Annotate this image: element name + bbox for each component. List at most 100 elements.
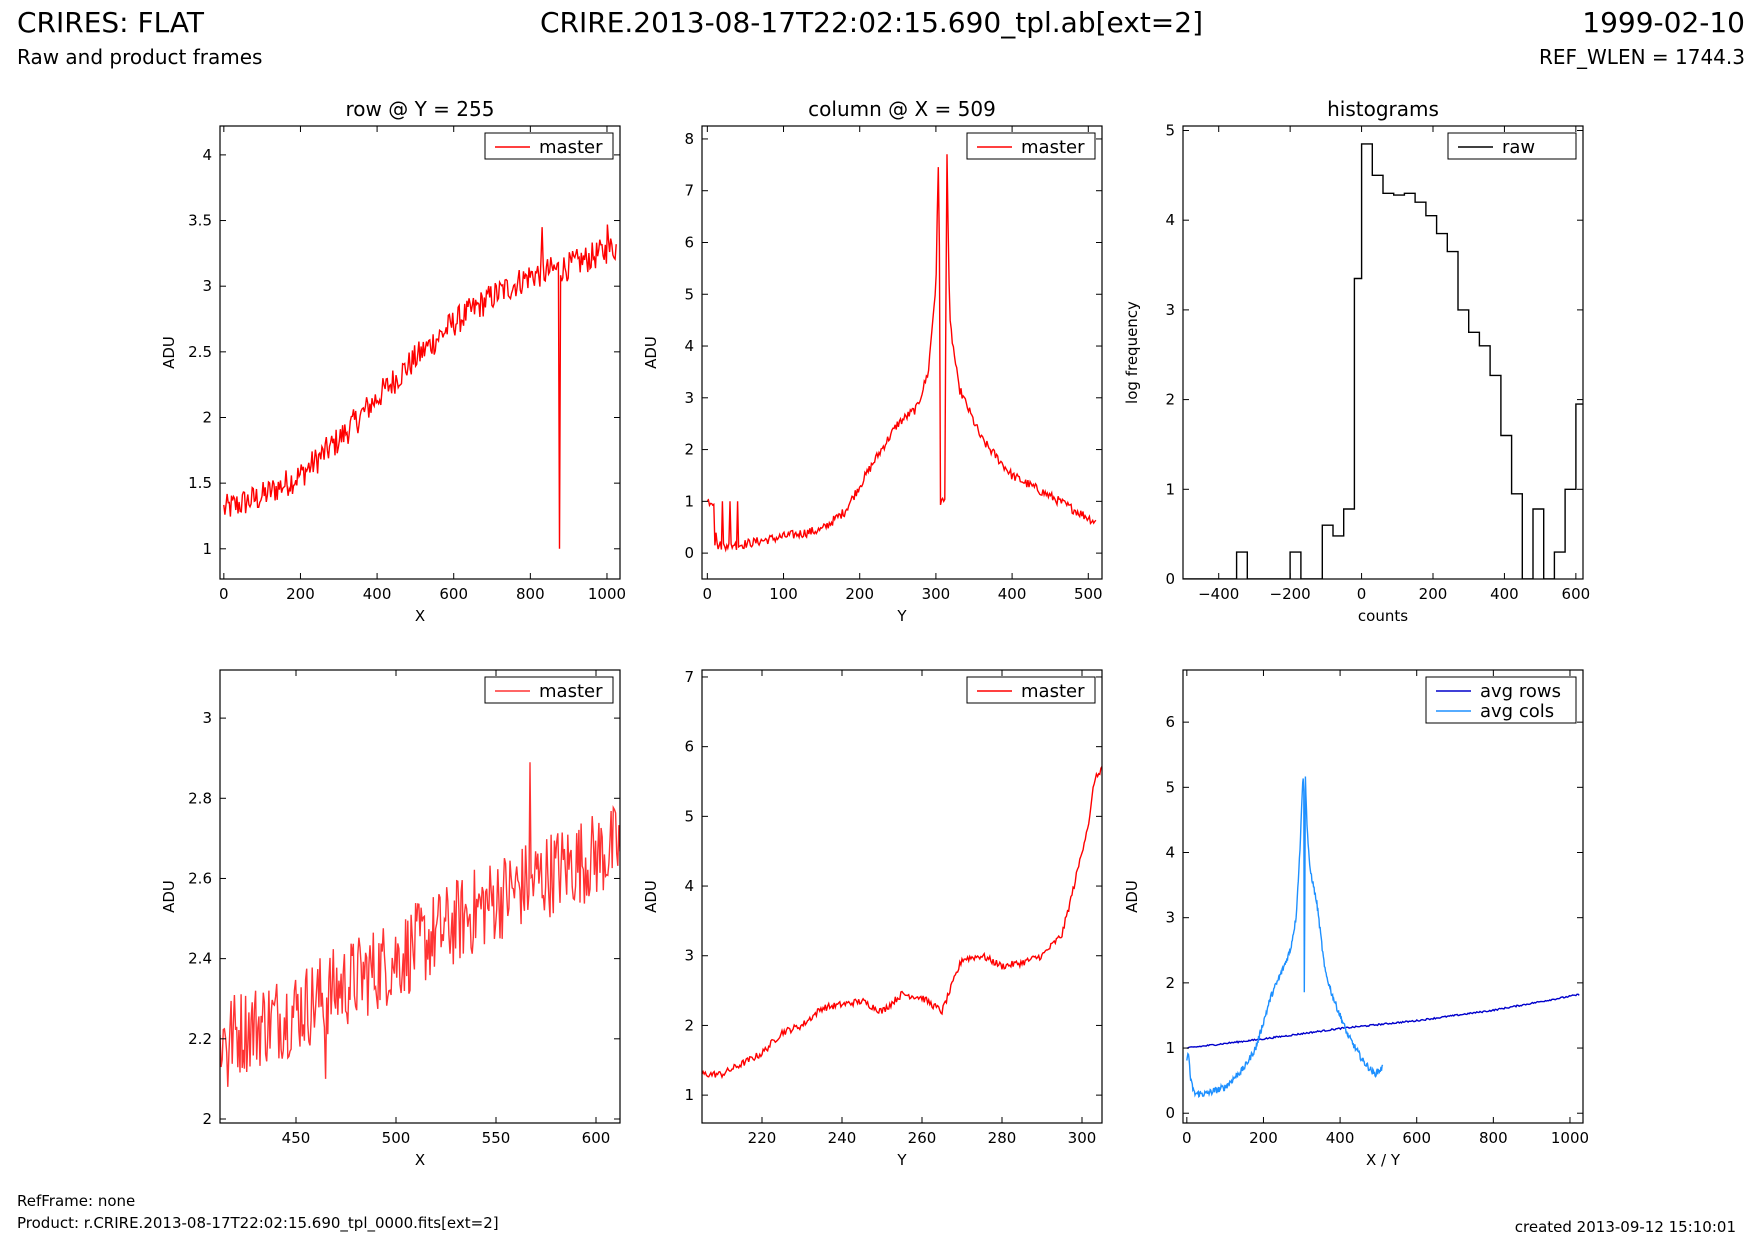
x-axis-label: X [415, 1151, 425, 1169]
y-tick-label: 1 [202, 540, 212, 558]
chart-title: histograms [1327, 97, 1439, 121]
product-label: Product: r.CRIRE.2013-08-17T22:02:15.690… [17, 1214, 499, 1232]
y-tick-label: 8 [684, 130, 694, 148]
y-tick-label: 2.2 [188, 1030, 212, 1048]
y-tick-label: 3 [684, 389, 694, 407]
file-name: CRIRE.2013-08-17T22:02:15.690_tpl.ab[ext… [540, 6, 1204, 39]
y-tick-label: 5 [684, 285, 694, 303]
x-axis-label: X [415, 607, 425, 625]
legend-box [966, 676, 1096, 704]
created-timestamp: created 2013-09-12 15:10:01 [1514, 1218, 1736, 1236]
x-tick-label: 550 [482, 1129, 511, 1147]
series-group [1186, 776, 1580, 1098]
series-group [702, 766, 1102, 1080]
x-tick-label: −200 [1270, 585, 1311, 603]
chart-panel-4: 450 500 550 600 2 2.2 2.4 2.6 2.8 3 X ADU master [160, 669, 621, 1169]
plot-frame [701, 669, 1103, 1124]
y-tick-label: 2 [202, 1110, 212, 1128]
y-tick-label: 2.5 [188, 343, 212, 361]
y-axis-label: ADU [160, 880, 178, 913]
x-tick-label: 0 [1182, 1129, 1192, 1147]
x-tick-label: 280 [988, 1129, 1017, 1147]
y-axis-label: ADU [642, 880, 660, 913]
series-group [1183, 143, 1583, 579]
y-tick-label: 2 [684, 441, 694, 459]
x-tick-label: −400 [1198, 585, 1239, 603]
x-tick-label: 200 [1249, 1129, 1278, 1147]
x-tick-label: 240 [828, 1129, 857, 1147]
chart-panel-2: 0 100 200 300 400 500 0 1 2 3 4 5 6 7 8 Y ADU column @ X … [642, 97, 1103, 625]
y-tick-label: 3 [202, 709, 212, 727]
legend-label: master [539, 137, 603, 158]
y-tick-label: 4 [1165, 211, 1175, 229]
y-tick-label: 3 [202, 277, 212, 295]
x-tick-label: 500 [1074, 585, 1103, 603]
x-tick-label: 600 [439, 585, 468, 603]
series-line-master [223, 224, 617, 549]
y-tick-label: 0 [1165, 570, 1175, 588]
y-tick-label: 4 [684, 337, 694, 355]
legend-box [484, 676, 614, 704]
x-axis-label: Y [896, 1151, 907, 1169]
y-tick-label: 1 [1165, 480, 1175, 498]
x-axis-label: counts [1358, 607, 1408, 625]
observation-date: 1999-02-10 [1582, 6, 1745, 39]
x-tick-label: 800 [1479, 1129, 1508, 1147]
x-tick-label: 260 [908, 1129, 937, 1147]
page-subtitle: Raw and product frames [17, 45, 263, 69]
ref-frame-label: RefFrame: none [17, 1192, 136, 1210]
y-axis-label: log frequency [1123, 301, 1141, 404]
y-tick-label: 1 [684, 1086, 694, 1104]
y-tick-label: 4 [684, 877, 694, 895]
y-tick-label: 1.5 [188, 474, 212, 492]
y-tick-label: 0 [1165, 1104, 1175, 1122]
plot-frame [701, 125, 1103, 580]
y-tick-label: 5 [1165, 778, 1175, 796]
chart-panel-1: 0 200 400 600 800 1000 1 1.5 2 2.5 3 3.5 4 X ADU row @ … [160, 97, 626, 625]
y-tick-label: 4 [202, 146, 212, 164]
series-line-avg-cols [1186, 776, 1384, 1098]
y-tick-label: 6 [684, 233, 694, 251]
series-group [706, 154, 1097, 553]
legend-label: raw [1502, 137, 1535, 158]
x-tick-label: 1000 [1551, 1129, 1589, 1147]
y-tick-label: 1 [1165, 1039, 1175, 1057]
y-tick-label: 6 [1165, 713, 1175, 731]
y-tick-label: 2 [1165, 974, 1175, 992]
legend-box [484, 132, 614, 160]
y-tick-label: 0 [684, 544, 694, 562]
chart-panel-3: −400 −200 0 200 400 600 0 1 2 3 4 5 counts log freque… [1123, 97, 1590, 625]
legend-label: master [1021, 681, 1085, 702]
x-tick-label: 600 [1562, 585, 1591, 603]
legend-label: avg rows [1480, 681, 1561, 702]
x-tick-label: 0 [703, 585, 713, 603]
plot-frame [219, 125, 621, 580]
x-tick-label: 200 [845, 585, 874, 603]
y-tick-label: 2 [202, 408, 212, 426]
y-tick-label: 2 [1165, 391, 1175, 409]
x-tick-label: 200 [1419, 585, 1448, 603]
y-tick-label: 5 [684, 807, 694, 825]
y-tick-label: 2 [684, 1016, 694, 1034]
ref-wavelength: REF_WLEN = 1744.3 [1538, 45, 1745, 69]
x-tick-label: 1000 [588, 585, 626, 603]
y-tick-label: 3 [684, 947, 694, 965]
y-tick-label: 1 [684, 492, 694, 510]
legend-label: master [1021, 137, 1085, 158]
chart-title: row @ Y = 255 [346, 97, 495, 121]
x-tick-label: 300 [1068, 1129, 1097, 1147]
x-tick-label: 600 [1402, 1129, 1431, 1147]
y-tick-label: 5 [1165, 121, 1175, 139]
y-tick-label: 7 [684, 668, 694, 686]
series-line-master [220, 762, 620, 1087]
y-axis-label: ADU [642, 336, 660, 369]
legend-box [966, 132, 1096, 160]
plot-frame [1182, 669, 1584, 1124]
chart-panel-5: 220 240 260 280 300 1 2 3 4 5 6 7 Y ADU master [642, 668, 1103, 1169]
series-line-master [702, 766, 1102, 1080]
series-line-avg-rows [1186, 993, 1580, 1049]
legend-label: master [539, 681, 603, 702]
y-tick-label: 3 [1165, 301, 1175, 319]
x-tick-label: 200 [286, 585, 315, 603]
y-axis-label: ADU [1123, 880, 1141, 913]
